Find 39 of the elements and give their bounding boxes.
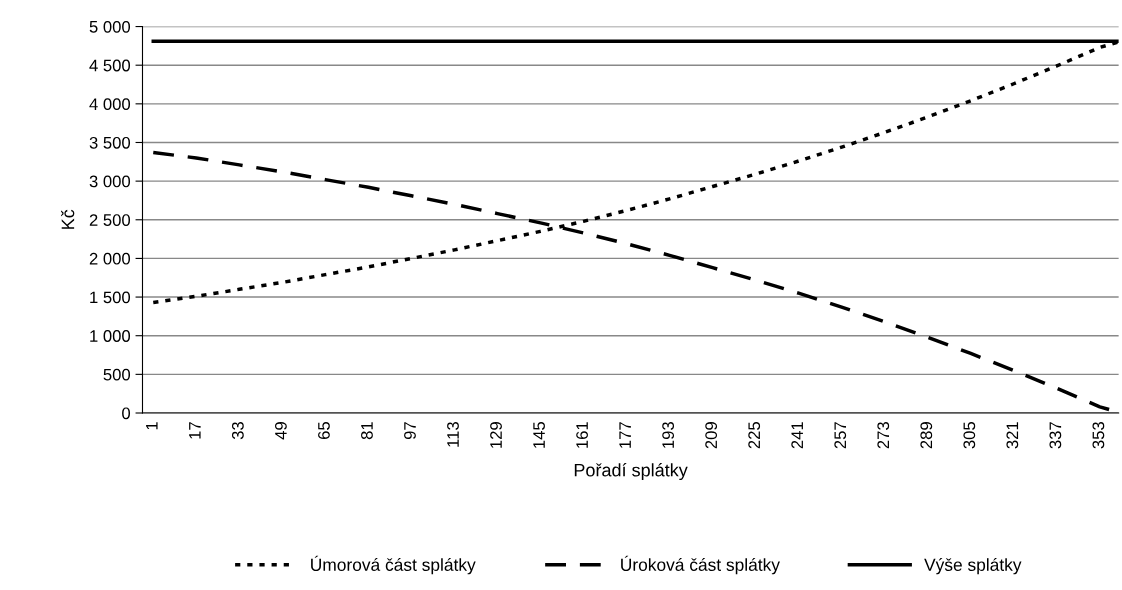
x-tick-label: 129 <box>490 422 502 448</box>
y-tick-label: 500 <box>103 368 131 381</box>
x-tick-label: 321 <box>1006 422 1019 449</box>
x-tick-label: 177 <box>619 422 631 448</box>
x-tick-label: 49 <box>275 422 287 440</box>
legend-label: Výše splátky <box>924 557 1022 575</box>
y-tick-label: 3 500 <box>89 136 131 149</box>
x-tick-label: 209 <box>705 422 718 449</box>
x-tick-label: 353 <box>1092 422 1105 449</box>
x-tick-label: 81 <box>361 422 373 440</box>
legend-label: Úmorová část splátky <box>311 555 476 575</box>
x-tick-label: 65 <box>318 422 330 440</box>
x-tick-label: 273 <box>877 422 890 449</box>
y-axis-title: Kč <box>60 209 75 229</box>
y-tick-label: 4 500 <box>89 59 131 72</box>
x-tick-label: 113 <box>447 422 459 447</box>
x-tick-label: 145 <box>533 422 545 448</box>
y-tick-label: 2 000 <box>89 252 131 265</box>
x-tick-label: 17 <box>189 422 201 439</box>
y-tick-label: 4 000 <box>89 98 131 111</box>
x-tick-label: 225 <box>748 422 761 449</box>
y-tick-label: 1 000 <box>90 330 131 342</box>
legend-label: Úroková část splátky <box>621 555 780 575</box>
x-tick-label: 289 <box>920 422 933 449</box>
x-axis-title: Pořadí splátky <box>574 463 688 481</box>
y-tick-label: 0 <box>122 407 131 420</box>
x-tick-label: 193 <box>662 422 675 448</box>
x-tick-label: 337 <box>1049 422 1062 449</box>
x-tick-label: 1 <box>146 422 158 430</box>
y-tick-label: 5 000 <box>89 20 131 33</box>
x-tick-label: 97 <box>404 422 416 440</box>
x-tick-label: 161 <box>576 422 588 448</box>
y-tick-label: 2 500 <box>89 214 131 226</box>
x-tick-label: 257 <box>834 422 847 449</box>
x-tick-label: 33 <box>231 422 244 440</box>
y-tick-label: 3 000 <box>89 175 131 188</box>
x-tick-label: 305 <box>963 422 976 449</box>
x-tick-label: 241 <box>791 422 803 449</box>
y-tick-label: 1 500 <box>90 291 131 304</box>
